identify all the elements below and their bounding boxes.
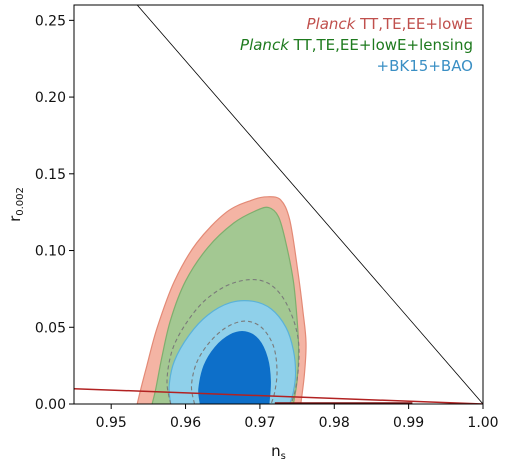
contour-region-4 [198, 331, 271, 404]
x-tick-label: 0.95 [96, 415, 127, 431]
dashed-contour-1 [166, 279, 300, 404]
legend-entry-3: +BK15+BAO [377, 57, 473, 75]
x-tick-label: 1.00 [467, 415, 498, 431]
y-tick-label: 0.15 [35, 167, 66, 183]
y-tick-label: 0.00 [35, 397, 66, 413]
legend: Planck TT,TE,EE+lowE Planck TT,TE,EE+lowE… [240, 15, 473, 75]
legend-entry-2: Planck TT,TE,EE+lowE+lensing [240, 36, 473, 54]
x-tick-label: 0.98 [319, 415, 350, 431]
dashed-contour-2 [190, 320, 278, 404]
x-tick-label: 0.96 [170, 415, 201, 431]
legend-entry-1: Planck TT,TE,EE+lowE [307, 15, 473, 33]
reference-line-1 [136, 5, 483, 404]
y-tick-label: 0.25 [35, 13, 66, 29]
y-tick-label: 0.20 [35, 90, 66, 106]
y-tick-label: 0.05 [35, 320, 66, 336]
x-tick-label: 0.99 [393, 415, 424, 431]
reference-line-2 [74, 387, 483, 404]
x-axis-label: ns [271, 442, 286, 462]
x-tick-label: 0.97 [244, 415, 275, 431]
plot-frame [73, 4, 484, 405]
axis-ticks: 0.95 0.96 0.97 0.98 0.99 1.00 0.00 0.05 0.10 0.15… [35, 13, 499, 431]
y-axis-label: r0.002 [6, 187, 26, 222]
plot-data-layer [74, 5, 483, 404]
y-tick-label: 0.10 [35, 244, 66, 260]
